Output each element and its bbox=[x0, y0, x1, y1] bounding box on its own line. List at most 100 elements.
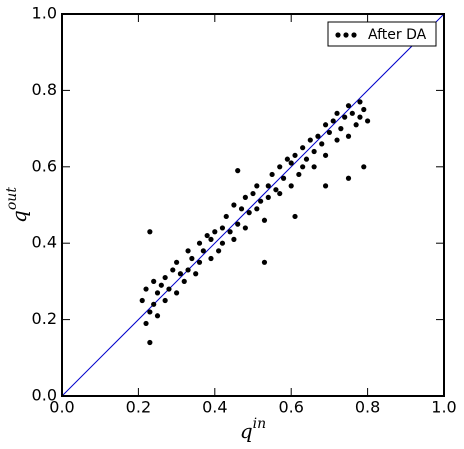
x-tick-label: 1.0 bbox=[431, 398, 456, 417]
point bbox=[353, 122, 359, 128]
point bbox=[204, 232, 210, 239]
y-axis-label-sup: out bbox=[4, 187, 20, 210]
point bbox=[143, 320, 149, 327]
point bbox=[242, 194, 248, 200]
point bbox=[319, 141, 325, 147]
y-tick-label: 0.2 bbox=[32, 309, 57, 328]
point bbox=[196, 240, 203, 246]
point bbox=[265, 194, 271, 200]
point bbox=[277, 190, 283, 197]
x-tick-label: 0.8 bbox=[355, 398, 380, 417]
point bbox=[254, 206, 260, 212]
point bbox=[193, 271, 199, 277]
point bbox=[208, 255, 214, 262]
point bbox=[296, 171, 302, 178]
point bbox=[361, 164, 367, 170]
point bbox=[185, 267, 191, 273]
point bbox=[147, 339, 153, 346]
x-axis-label: qin bbox=[240, 416, 266, 443]
point bbox=[235, 221, 241, 227]
point bbox=[154, 313, 161, 319]
point bbox=[303, 156, 310, 162]
point bbox=[261, 217, 268, 223]
point bbox=[242, 225, 248, 231]
point bbox=[273, 187, 279, 193]
point bbox=[235, 168, 241, 174]
legend-label: After DA bbox=[368, 27, 427, 43]
plot-frame bbox=[61, 13, 445, 397]
point bbox=[322, 152, 329, 158]
point bbox=[177, 271, 184, 277]
point bbox=[231, 236, 237, 242]
point bbox=[357, 114, 363, 120]
point bbox=[326, 129, 332, 136]
x-tick-label: 0.0 bbox=[49, 398, 74, 417]
point bbox=[342, 114, 348, 120]
point bbox=[261, 259, 268, 265]
point bbox=[284, 156, 290, 162]
y-tick-label: 1.0 bbox=[32, 4, 57, 23]
point bbox=[208, 236, 214, 242]
point bbox=[334, 137, 340, 143]
point bbox=[174, 290, 180, 296]
point bbox=[147, 229, 153, 235]
reference-line bbox=[61, 13, 445, 397]
point bbox=[158, 282, 164, 288]
point bbox=[181, 278, 187, 284]
legend-marker bbox=[343, 32, 349, 38]
point bbox=[345, 103, 352, 109]
point bbox=[277, 164, 283, 170]
point bbox=[212, 229, 218, 235]
point bbox=[334, 110, 340, 116]
point bbox=[269, 171, 275, 178]
point bbox=[216, 248, 222, 254]
point bbox=[139, 297, 145, 304]
y-tick-label: 0.6 bbox=[32, 156, 57, 175]
point bbox=[345, 133, 352, 139]
y-axis-label-base: q bbox=[7, 210, 31, 223]
point bbox=[223, 213, 229, 220]
point bbox=[357, 99, 363, 105]
point bbox=[322, 122, 329, 128]
x-tick-label: 0.6 bbox=[278, 398, 303, 417]
point bbox=[166, 286, 172, 292]
point bbox=[196, 259, 203, 265]
point bbox=[292, 152, 298, 158]
point bbox=[200, 248, 206, 254]
y-tick-label: 0.4 bbox=[32, 233, 57, 252]
point bbox=[231, 202, 237, 208]
point bbox=[162, 274, 168, 281]
point bbox=[147, 309, 153, 315]
point bbox=[219, 240, 226, 246]
point bbox=[185, 248, 191, 254]
point bbox=[238, 206, 245, 212]
point bbox=[300, 145, 306, 151]
legend-marker bbox=[335, 32, 341, 38]
y-axis-label: qout bbox=[4, 187, 31, 223]
point bbox=[288, 183, 294, 189]
point bbox=[311, 164, 317, 170]
point bbox=[365, 118, 371, 124]
point bbox=[265, 183, 271, 189]
y-tick-label: 0.0 bbox=[32, 386, 57, 405]
x-tick-label: 0.2 bbox=[126, 398, 151, 417]
point bbox=[322, 183, 329, 189]
point bbox=[292, 213, 298, 220]
point bbox=[227, 229, 233, 235]
point bbox=[345, 175, 352, 181]
point bbox=[162, 297, 168, 304]
x-tick-label: 0.4 bbox=[202, 398, 227, 417]
y-tick-label: 0.8 bbox=[32, 80, 57, 99]
point bbox=[315, 133, 321, 139]
point bbox=[300, 164, 306, 170]
point bbox=[258, 198, 264, 204]
point bbox=[349, 110, 355, 116]
point bbox=[151, 278, 157, 284]
legend-marker bbox=[351, 32, 357, 38]
point bbox=[307, 137, 313, 143]
point bbox=[151, 301, 157, 307]
point bbox=[361, 106, 367, 113]
point bbox=[143, 286, 149, 292]
point bbox=[330, 118, 336, 124]
